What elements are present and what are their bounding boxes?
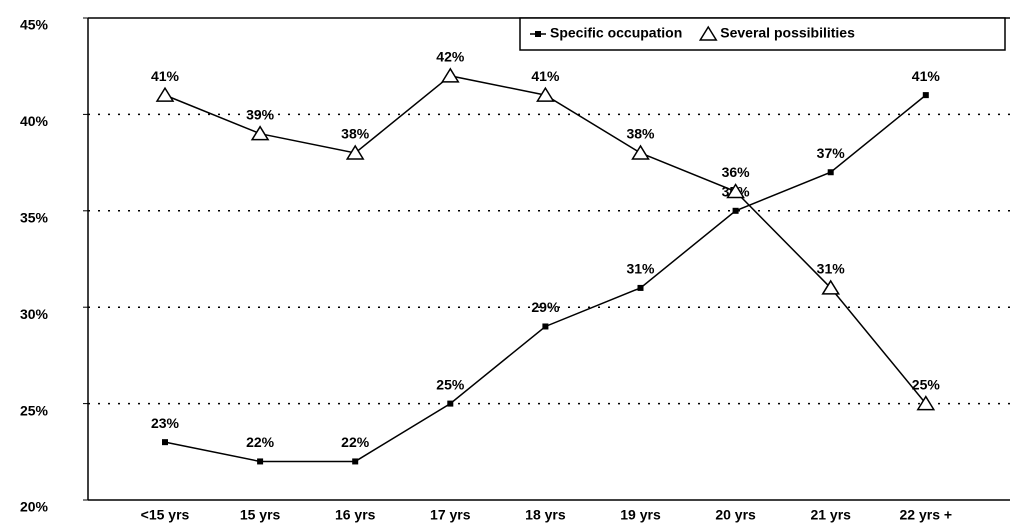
series-line xyxy=(164,94,927,463)
marker xyxy=(821,279,841,295)
marker xyxy=(732,207,739,214)
marker xyxy=(916,395,936,411)
y-tick-label: 20% xyxy=(20,499,49,515)
data-label: 22% xyxy=(246,434,275,450)
data-label: 23% xyxy=(151,415,180,431)
marker xyxy=(250,125,270,141)
marker xyxy=(345,144,365,160)
data-label: 41% xyxy=(151,68,180,84)
x-tick-label: 18 yrs xyxy=(525,507,566,523)
x-tick-label: 19 yrs xyxy=(620,507,661,523)
data-label: 29% xyxy=(531,299,560,315)
legend-marker xyxy=(698,25,718,41)
data-label: 36% xyxy=(722,164,751,180)
marker xyxy=(162,439,168,446)
marker xyxy=(542,323,549,330)
x-tick-label: 20 yrs xyxy=(715,507,756,523)
data-label: 31% xyxy=(626,261,655,277)
x-tick-label: 17 yrs xyxy=(430,507,471,523)
y-tick-label: 30% xyxy=(20,306,49,322)
legend-label: Specific occupation xyxy=(550,25,682,41)
data-label: 25% xyxy=(912,376,941,392)
marker xyxy=(155,86,175,102)
legend-label: Several possibilities xyxy=(720,25,855,41)
x-tick-label: 15 yrs xyxy=(240,507,281,523)
data-label: 22% xyxy=(341,434,370,450)
series-line xyxy=(164,75,927,405)
marker xyxy=(536,86,555,102)
data-label: 41% xyxy=(912,68,941,84)
data-label: 38% xyxy=(341,126,370,142)
marker xyxy=(631,144,650,160)
data-label: 38% xyxy=(626,126,655,142)
y-tick-label: 35% xyxy=(20,210,49,226)
legend-box xyxy=(519,17,1006,51)
marker xyxy=(922,92,929,99)
data-label: 42% xyxy=(436,49,465,65)
x-tick-label: 22 yrs + xyxy=(900,507,953,523)
data-label: 41% xyxy=(531,68,560,84)
data-label: 37% xyxy=(817,145,846,161)
data-label: 39% xyxy=(246,106,275,122)
x-tick-label: 16 yrs xyxy=(335,507,376,523)
marker xyxy=(257,458,264,465)
y-tick-label: 25% xyxy=(20,402,49,418)
data-label: 31% xyxy=(817,261,846,277)
marker xyxy=(447,400,454,407)
x-tick-label: 21 yrs xyxy=(810,507,851,523)
marker xyxy=(352,458,359,465)
marker xyxy=(637,284,644,291)
y-tick-label: 45% xyxy=(20,17,49,33)
marker xyxy=(827,169,834,176)
marker xyxy=(440,67,460,83)
data-label: 25% xyxy=(436,376,465,392)
x-tick-label: <15 yrs xyxy=(141,507,190,523)
y-tick-label: 40% xyxy=(20,113,49,129)
legend-marker xyxy=(535,31,541,37)
marker xyxy=(726,183,745,199)
